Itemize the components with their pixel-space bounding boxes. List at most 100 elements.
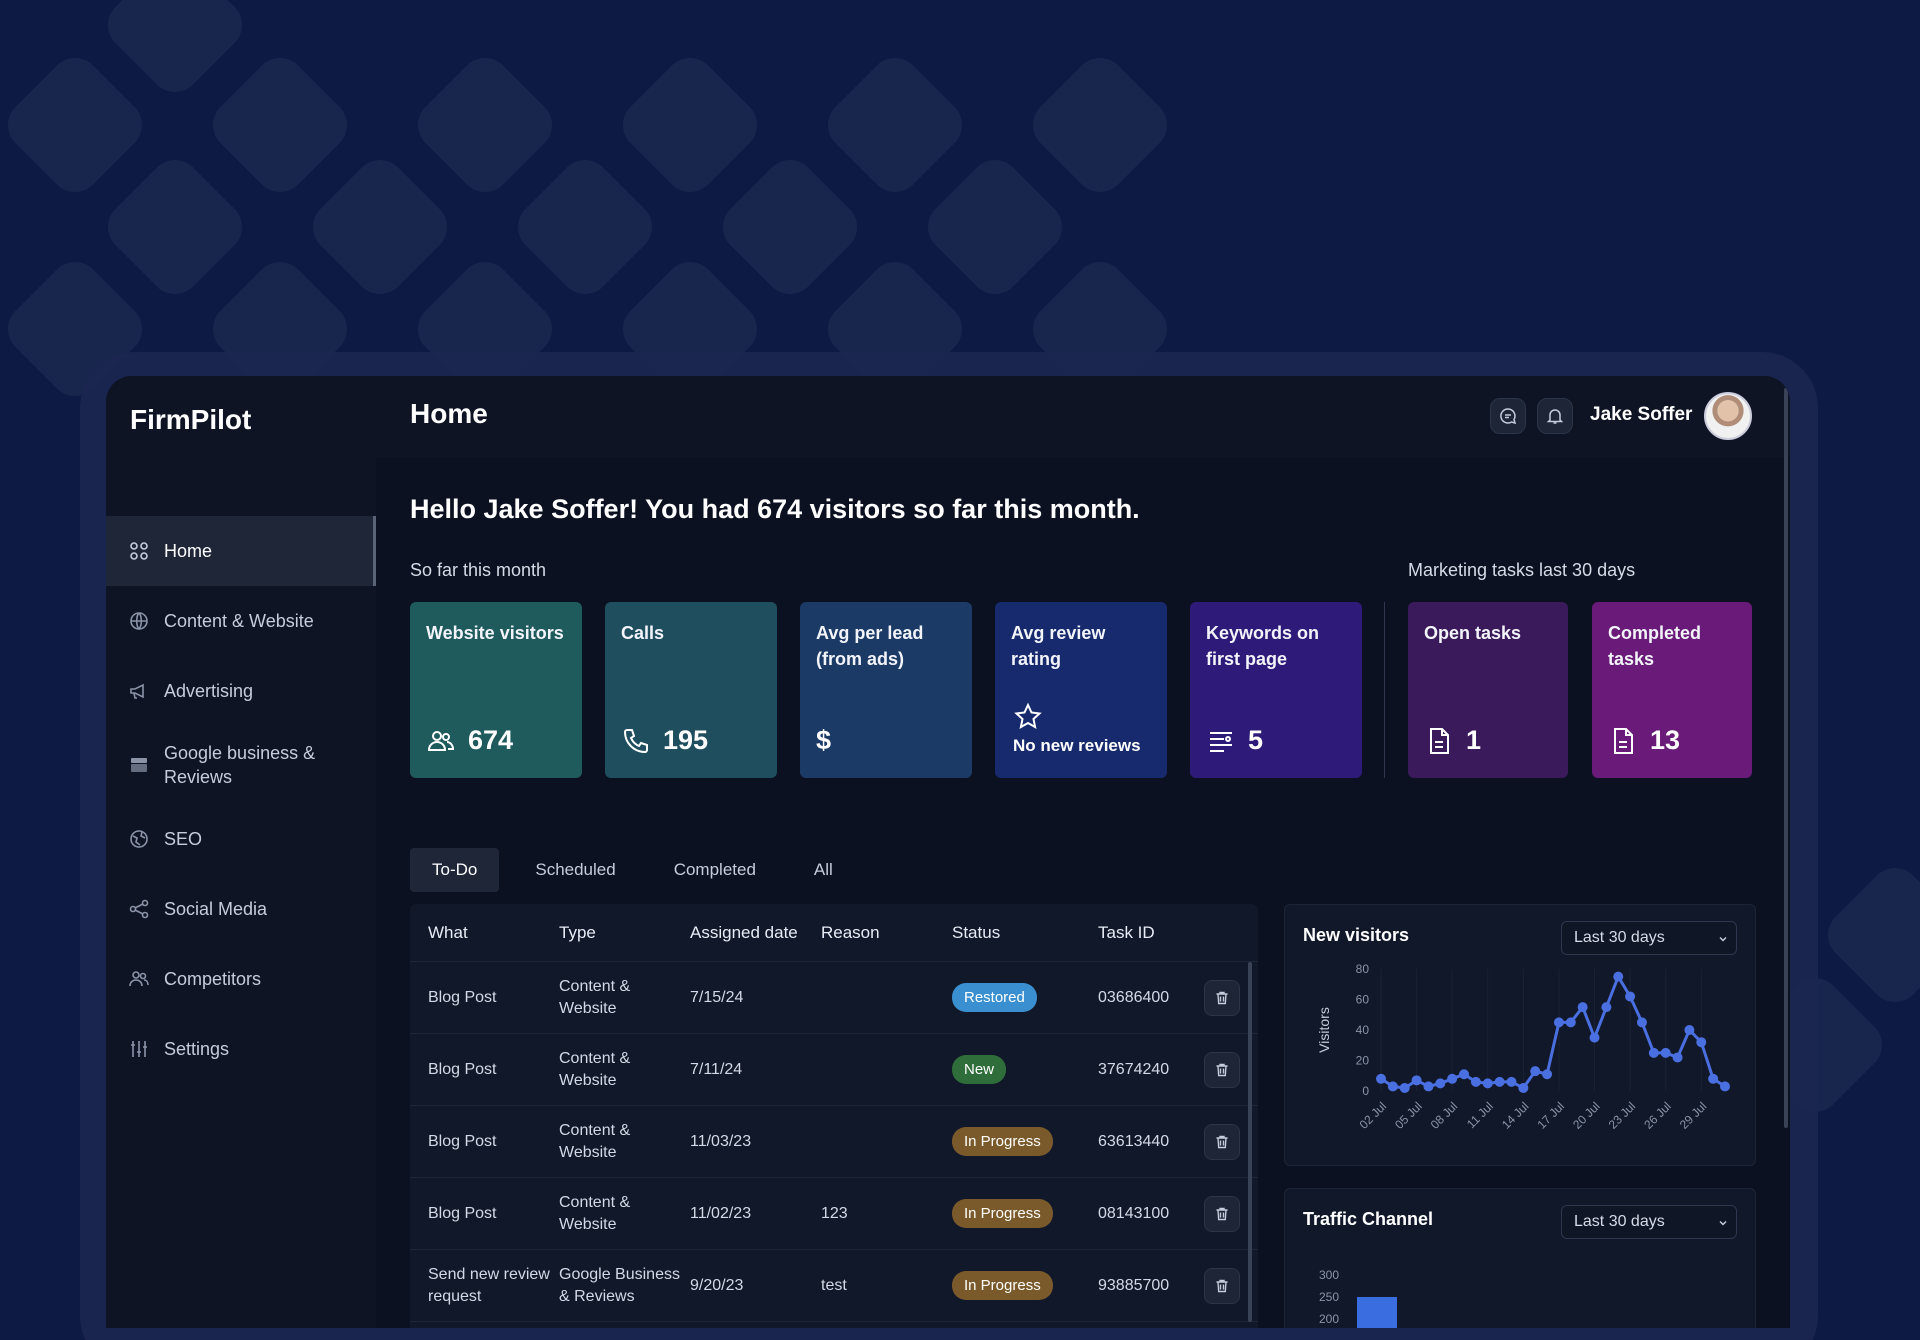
x-tick-label: 29 Jul bbox=[1677, 1099, 1710, 1132]
stat-title: Avg review rating bbox=[1011, 623, 1106, 669]
sidebar-item-label: Advertising bbox=[164, 680, 254, 701]
sidebar-item-label: Social Media bbox=[164, 898, 268, 919]
traffic-channel-panel: Traffic Channel Last 30 days 200 250 300 bbox=[1284, 1188, 1756, 1328]
y-axis-label: Visitors bbox=[1316, 1007, 1332, 1053]
stat-divider bbox=[1384, 602, 1385, 778]
cell-type: Content & Website bbox=[559, 977, 631, 1017]
sidebar-item-label: Home bbox=[164, 540, 213, 561]
column-header-type[interactable]: Type bbox=[559, 922, 596, 942]
page-title: Home bbox=[410, 398, 488, 429]
status-badge: In Progress bbox=[952, 1127, 1053, 1156]
cell-assigned-date: 11/03/23 bbox=[690, 1132, 752, 1150]
stat-card-avg-review-rating[interactable]: Avg review rating No new reviews bbox=[995, 602, 1167, 778]
sidebar-item-home[interactable]: Home bbox=[106, 516, 376, 586]
table-row[interactable]: Blog Post Content & Website 11/03/23 In Pro… bbox=[410, 1106, 1258, 1178]
data-point bbox=[1684, 1025, 1695, 1035]
chat-icon bbox=[1500, 408, 1517, 425]
y-tick-label: 200 bbox=[1319, 1312, 1339, 1326]
sidebar-item-competitors[interactable]: Competitors bbox=[106, 944, 376, 1014]
sidebar-item-social-media[interactable]: Social Media bbox=[106, 874, 376, 944]
traffic-range-select[interactable]: Last 30 days bbox=[1561, 1205, 1737, 1239]
stat-card-open-tasks[interactable]: Open tasks 1 bbox=[1408, 602, 1568, 778]
topbar: Home Jake Soffer bbox=[376, 376, 1790, 458]
visitors-range-select[interactable]: Last 30 days bbox=[1561, 921, 1737, 955]
tab-all[interactable]: All bbox=[813, 860, 833, 879]
data-point bbox=[1482, 1078, 1493, 1089]
delete-button[interactable] bbox=[1204, 1051, 1240, 1088]
stat-title: Keywords on first page bbox=[1206, 623, 1320, 669]
column-header-what[interactable]: What bbox=[428, 922, 468, 942]
stat-value: 5 bbox=[1248, 725, 1264, 755]
table-row[interactable]: Blog Post Content & Website 7/11/24 New 3767… bbox=[410, 1034, 1258, 1106]
y-tick-label: 80 bbox=[1356, 962, 1370, 976]
traffic-bar-chart: 200 250 300 bbox=[1319, 1268, 1397, 1328]
sidebar-item-google-business[interactable]: Google business & Reviews bbox=[106, 726, 376, 804]
column-header-assigned-date[interactable]: Assigned date bbox=[690, 922, 798, 942]
column-header-task-id[interactable]: Task ID bbox=[1098, 922, 1155, 942]
tab-todo[interactable]: To-Do bbox=[410, 848, 500, 892]
table-row[interactable]: Send new review request Google Business &… bbox=[410, 1250, 1258, 1322]
visitors-line-chart: 0 20 40 60 80 Visitors 02 Jul 05 Jul 08 Jul 11 Ju… bbox=[1316, 962, 1730, 1132]
sidebar-item-advertising[interactable]: Advertising bbox=[106, 656, 376, 726]
notifications-button[interactable] bbox=[1537, 398, 1573, 434]
trash-icon bbox=[1216, 991, 1228, 1004]
cell-what: Send new review request bbox=[428, 1265, 550, 1305]
column-header-reason[interactable]: Reason bbox=[821, 922, 880, 942]
data-point bbox=[1376, 1073, 1386, 1084]
data-point bbox=[1411, 1075, 1422, 1086]
sidebar-item-seo[interactable]: SEO bbox=[106, 804, 376, 874]
tab-scheduled[interactable]: Scheduled bbox=[535, 860, 616, 879]
table-row[interactable]: Blog Post Content & Website 7/15/24 Restore… bbox=[410, 962, 1258, 1034]
column-header-status[interactable]: Status bbox=[952, 922, 1001, 942]
data-point bbox=[1672, 1052, 1683, 1063]
cell-assigned-date: 9/20/23 bbox=[690, 1276, 744, 1294]
panel-title: New visitors bbox=[1303, 925, 1410, 945]
chat-button[interactable] bbox=[1490, 398, 1526, 434]
cell-task-id: 93885700 bbox=[1098, 1276, 1170, 1294]
stat-card-completed-tasks[interactable]: Completed tasks 13 bbox=[1592, 602, 1752, 778]
table-row[interactable]: Blog Post Content & Website 11/02/23 123 In … bbox=[410, 1178, 1258, 1250]
main-content: Home Jake Soffer Hello Jake Soffer! You … bbox=[376, 376, 1790, 1328]
sidebar-item-label: Settings bbox=[164, 1038, 230, 1059]
list-icon bbox=[1210, 731, 1232, 752]
cell-task-id: 37674240 bbox=[1098, 1060, 1170, 1078]
cell-reason: test bbox=[821, 1276, 847, 1294]
stat-value: 674 bbox=[468, 725, 514, 755]
stat-card-calls[interactable]: Calls 195 bbox=[605, 602, 777, 778]
data-point bbox=[1423, 1081, 1434, 1092]
main-scrollbar[interactable] bbox=[1784, 388, 1788, 1128]
sidebar-item-content-website[interactable]: Content & Website bbox=[106, 586, 376, 656]
avatar[interactable] bbox=[1704, 392, 1752, 440]
tab-completed[interactable]: Completed bbox=[673, 860, 756, 879]
cell-what: Blog Post bbox=[428, 1132, 497, 1150]
user-name[interactable]: Jake Soffer bbox=[1590, 404, 1693, 425]
stat-value: $ bbox=[816, 725, 832, 755]
stat-card-avg-per-lead[interactable]: Avg per lead (from ads) $ bbox=[800, 602, 972, 778]
cell-task-id: 63613440 bbox=[1098, 1132, 1170, 1150]
table-scrollbar[interactable] bbox=[1248, 962, 1252, 1322]
app-window: FirmPilot Home Content & Website Adverti… bbox=[106, 376, 1790, 1328]
delete-button[interactable] bbox=[1204, 1195, 1240, 1232]
x-tick-label: 11 Jul bbox=[1464, 1099, 1496, 1131]
sidebar: FirmPilot Home Content & Website Adverti… bbox=[106, 376, 376, 1328]
x-tick-label: 08 Jul bbox=[1428, 1099, 1461, 1132]
stat-card-website-visitors[interactable]: Website visitors 674 bbox=[410, 602, 582, 778]
delete-button[interactable] bbox=[1204, 979, 1240, 1016]
sidebar-item-label: Competitors bbox=[164, 968, 262, 989]
select-value: Last 30 days bbox=[1574, 1213, 1665, 1230]
stat-card-keywords[interactable]: Keywords on first page 5 bbox=[1190, 602, 1362, 778]
bar bbox=[1357, 1297, 1397, 1328]
data-point bbox=[1553, 1017, 1564, 1028]
trash-icon bbox=[1216, 1207, 1228, 1220]
data-point bbox=[1435, 1078, 1446, 1089]
panel-title: Traffic Channel bbox=[1303, 1209, 1434, 1229]
sidebar-item-settings[interactable]: Settings bbox=[106, 1014, 376, 1084]
data-point bbox=[1530, 1066, 1541, 1077]
delete-button[interactable] bbox=[1204, 1267, 1240, 1304]
cell-assigned-date: 7/15/24 bbox=[690, 988, 744, 1006]
sliders-icon bbox=[128, 1038, 150, 1060]
chevron-down-icon bbox=[1719, 1220, 1727, 1226]
delete-button[interactable] bbox=[1204, 1123, 1240, 1160]
bell-icon bbox=[1546, 409, 1564, 424]
y-tick-label: 300 bbox=[1319, 1268, 1339, 1282]
